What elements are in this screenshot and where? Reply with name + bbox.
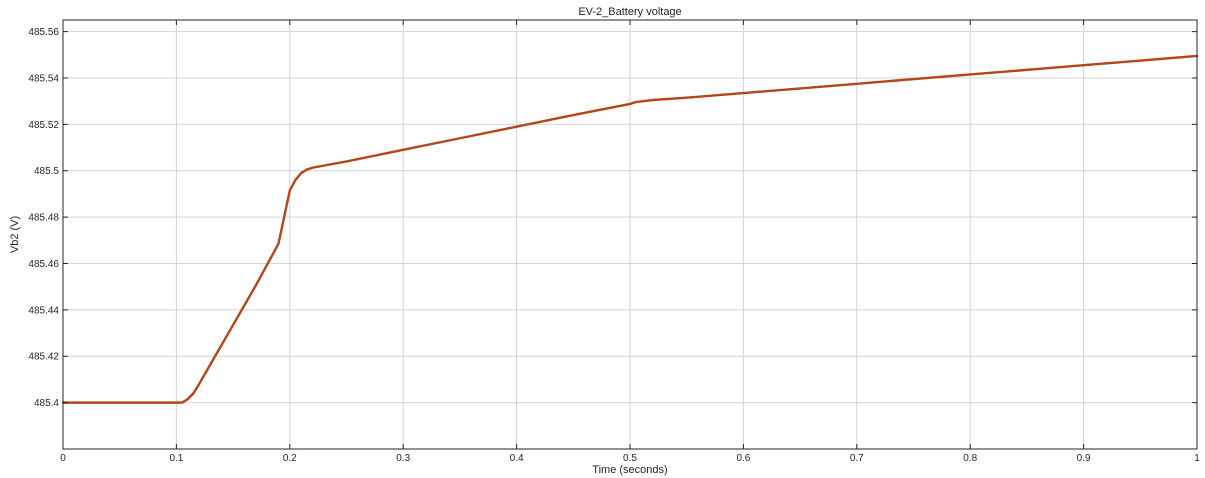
x-tick-label: 0.9 bbox=[1077, 453, 1091, 464]
x-tick-label: 0.2 bbox=[283, 453, 297, 464]
tick-marks bbox=[62, 20, 1198, 449]
y-tick-label: 485.56 bbox=[28, 27, 59, 38]
x-tick-label: 0.3 bbox=[396, 453, 410, 464]
x-tick-label: 0.1 bbox=[169, 453, 183, 464]
y-tick-labels: 485.4 485.42 485.44 485.46 485.48 485.5 485.52… bbox=[28, 27, 59, 409]
y-tick-label: 485.54 bbox=[28, 73, 59, 84]
x-tick-labels: 0 0.1 0.2 0.3 0.4 0.5 0.6 0.7 0.8 0.9 1 bbox=[60, 453, 1200, 464]
y-axis-label: Vb2 (V) bbox=[9, 216, 21, 253]
x-tick-label: 0.6 bbox=[736, 453, 750, 464]
series-line-1 bbox=[61, 54, 1199, 404]
series-layer bbox=[61, 54, 1199, 404]
x-tick-label: 0.7 bbox=[850, 453, 864, 464]
y-tick-label: 485.44 bbox=[28, 305, 59, 316]
x-axis-label: Time (seconds) bbox=[592, 464, 667, 476]
y-tick-label: 485.5 bbox=[34, 166, 59, 177]
x-tick-label: 1 bbox=[1194, 453, 1200, 464]
x-tick-label: 0.4 bbox=[510, 453, 524, 464]
y-tick-label: 485.42 bbox=[28, 352, 59, 363]
y-tick-label: 485.52 bbox=[28, 120, 59, 131]
x-tick-label: 0.5 bbox=[623, 453, 637, 464]
chart-title: EV-2_Battery voltage bbox=[578, 6, 681, 18]
y-tick-label: 485.4 bbox=[34, 398, 59, 409]
grid bbox=[62, 20, 1198, 449]
x-tick-label: 0 bbox=[60, 453, 66, 464]
y-tick-label: 485.46 bbox=[28, 259, 59, 270]
x-tick-label: 0.8 bbox=[963, 453, 977, 464]
y-tick-label: 485.48 bbox=[28, 213, 59, 224]
